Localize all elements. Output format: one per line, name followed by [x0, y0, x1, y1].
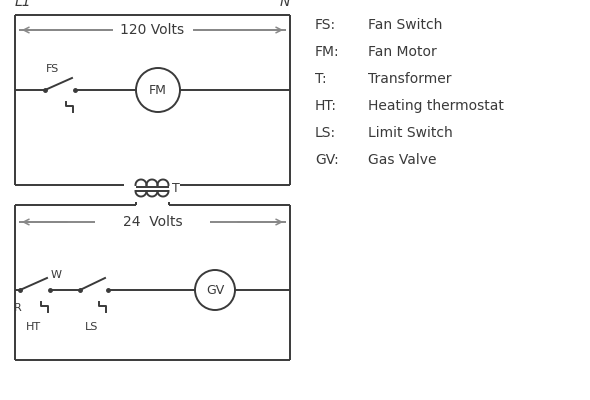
Text: GV:: GV: [315, 153, 339, 167]
Text: Gas Valve: Gas Valve [368, 153, 437, 167]
Text: W: W [51, 270, 62, 280]
Text: Fan Motor: Fan Motor [368, 45, 437, 59]
Text: FS: FS [46, 64, 59, 74]
Text: HT: HT [25, 322, 41, 332]
Text: 120 Volts: 120 Volts [120, 23, 185, 37]
Text: Limit Switch: Limit Switch [368, 126, 453, 140]
Text: GV: GV [206, 284, 224, 296]
Text: Fan Switch: Fan Switch [368, 18, 442, 32]
Text: N: N [280, 0, 290, 9]
Text: R: R [14, 303, 22, 313]
Text: 24  Volts: 24 Volts [123, 215, 182, 229]
Text: HT:: HT: [315, 99, 337, 113]
Text: FM:: FM: [315, 45, 340, 59]
Text: L1: L1 [15, 0, 32, 9]
Text: FS:: FS: [315, 18, 336, 32]
Text: T: T [172, 182, 181, 196]
Text: Transformer: Transformer [368, 72, 451, 86]
Text: Heating thermostat: Heating thermostat [368, 99, 504, 113]
Text: LS: LS [86, 322, 99, 332]
Text: FM: FM [149, 84, 167, 96]
Text: T:: T: [315, 72, 327, 86]
Text: LS:: LS: [315, 126, 336, 140]
